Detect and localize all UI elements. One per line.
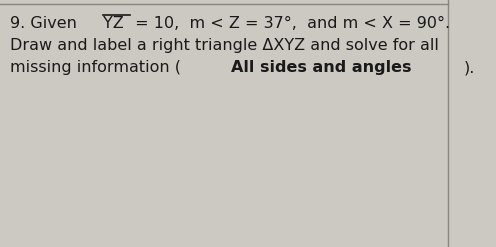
Text: ).: ). — [464, 60, 475, 75]
Text: Draw and label a right triangle ΔXYZ and solve for all: Draw and label a right triangle ΔXYZ and… — [10, 38, 439, 53]
Text: YZ: YZ — [103, 16, 124, 31]
Text: missing information (: missing information ( — [10, 60, 181, 75]
Text: 9. Given: 9. Given — [10, 16, 82, 31]
Text: All sides and angles: All sides and angles — [231, 60, 411, 75]
Text: = 10,  m < Z = 37°,  and m < X = 90°.: = 10, m < Z = 37°, and m < X = 90°. — [129, 16, 450, 31]
